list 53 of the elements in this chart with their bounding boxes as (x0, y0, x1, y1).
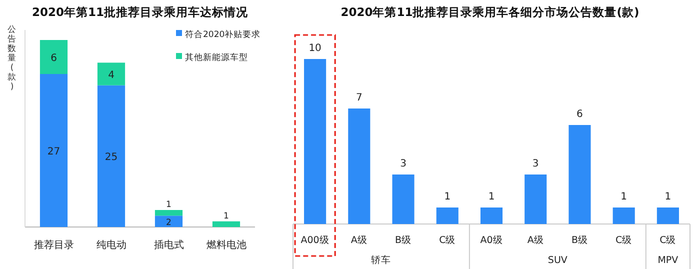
x-tick-label: 推荐目录 (34, 239, 74, 251)
data-label: 1 (488, 192, 495, 202)
bar (97, 85, 126, 227)
data-label: 27 (47, 146, 60, 158)
x-tick-label: 插电式 (154, 239, 184, 251)
text: MPV (658, 255, 679, 266)
x-tick-label: A级 (350, 234, 368, 246)
bar (212, 221, 240, 227)
x-tick-label: 纯电动 (96, 239, 126, 251)
legend-label: 其他新能源车型 (185, 52, 248, 63)
bar (154, 210, 183, 216)
bar (40, 74, 68, 227)
bar (392, 174, 414, 224)
data-label: 1 (444, 192, 451, 202)
x-tick-label: A0级 (480, 234, 503, 246)
data-label: 6 (50, 53, 57, 64)
bar (568, 125, 591, 224)
x-tick-label: C级 (616, 234, 632, 246)
x-tick-label: A00级 (300, 234, 330, 246)
data-label: 3 (532, 158, 539, 170)
x-tick-label: A级 (527, 234, 544, 246)
bar (436, 208, 458, 224)
chart-title: 2020年第11批推荐目录乘用车各细分市场公告数量(款) (340, 5, 640, 19)
x-tick-label: C级 (660, 234, 676, 246)
chart-title: 2020年第11批推荐目录乘用车达标情况 (32, 5, 249, 19)
bar (154, 216, 183, 227)
x-tick-label: B级 (395, 234, 412, 246)
bar (97, 62, 126, 86)
text: SUV (548, 255, 568, 266)
bar (656, 208, 679, 224)
data-label: 1 (664, 192, 672, 202)
data-label: 1 (224, 211, 229, 222)
x-tick-label: C级 (439, 234, 456, 246)
y-axis-title: 公告数量(款) (8, 24, 16, 92)
bar (304, 59, 326, 224)
data-label: 7 (356, 92, 362, 104)
data-label: 1 (620, 192, 628, 202)
bar (40, 40, 68, 74)
legend-label: 符合2020补贴要求 (185, 29, 261, 40)
data-label: 2 (166, 218, 172, 228)
data-label: 1 (166, 200, 172, 210)
data-label: 3 (400, 158, 406, 170)
data-label: 25 (104, 152, 118, 164)
bar (348, 108, 370, 224)
bar (612, 208, 635, 224)
data-label: 6 (576, 109, 583, 120)
data-label: 10 (308, 43, 322, 54)
bar (480, 208, 503, 224)
bar (524, 174, 547, 224)
x-tick-label: B级 (571, 234, 588, 246)
data-label: 4 (108, 70, 114, 81)
x-tick-label: 燃料电池 (206, 239, 246, 251)
text: 轿车 (371, 254, 392, 266)
